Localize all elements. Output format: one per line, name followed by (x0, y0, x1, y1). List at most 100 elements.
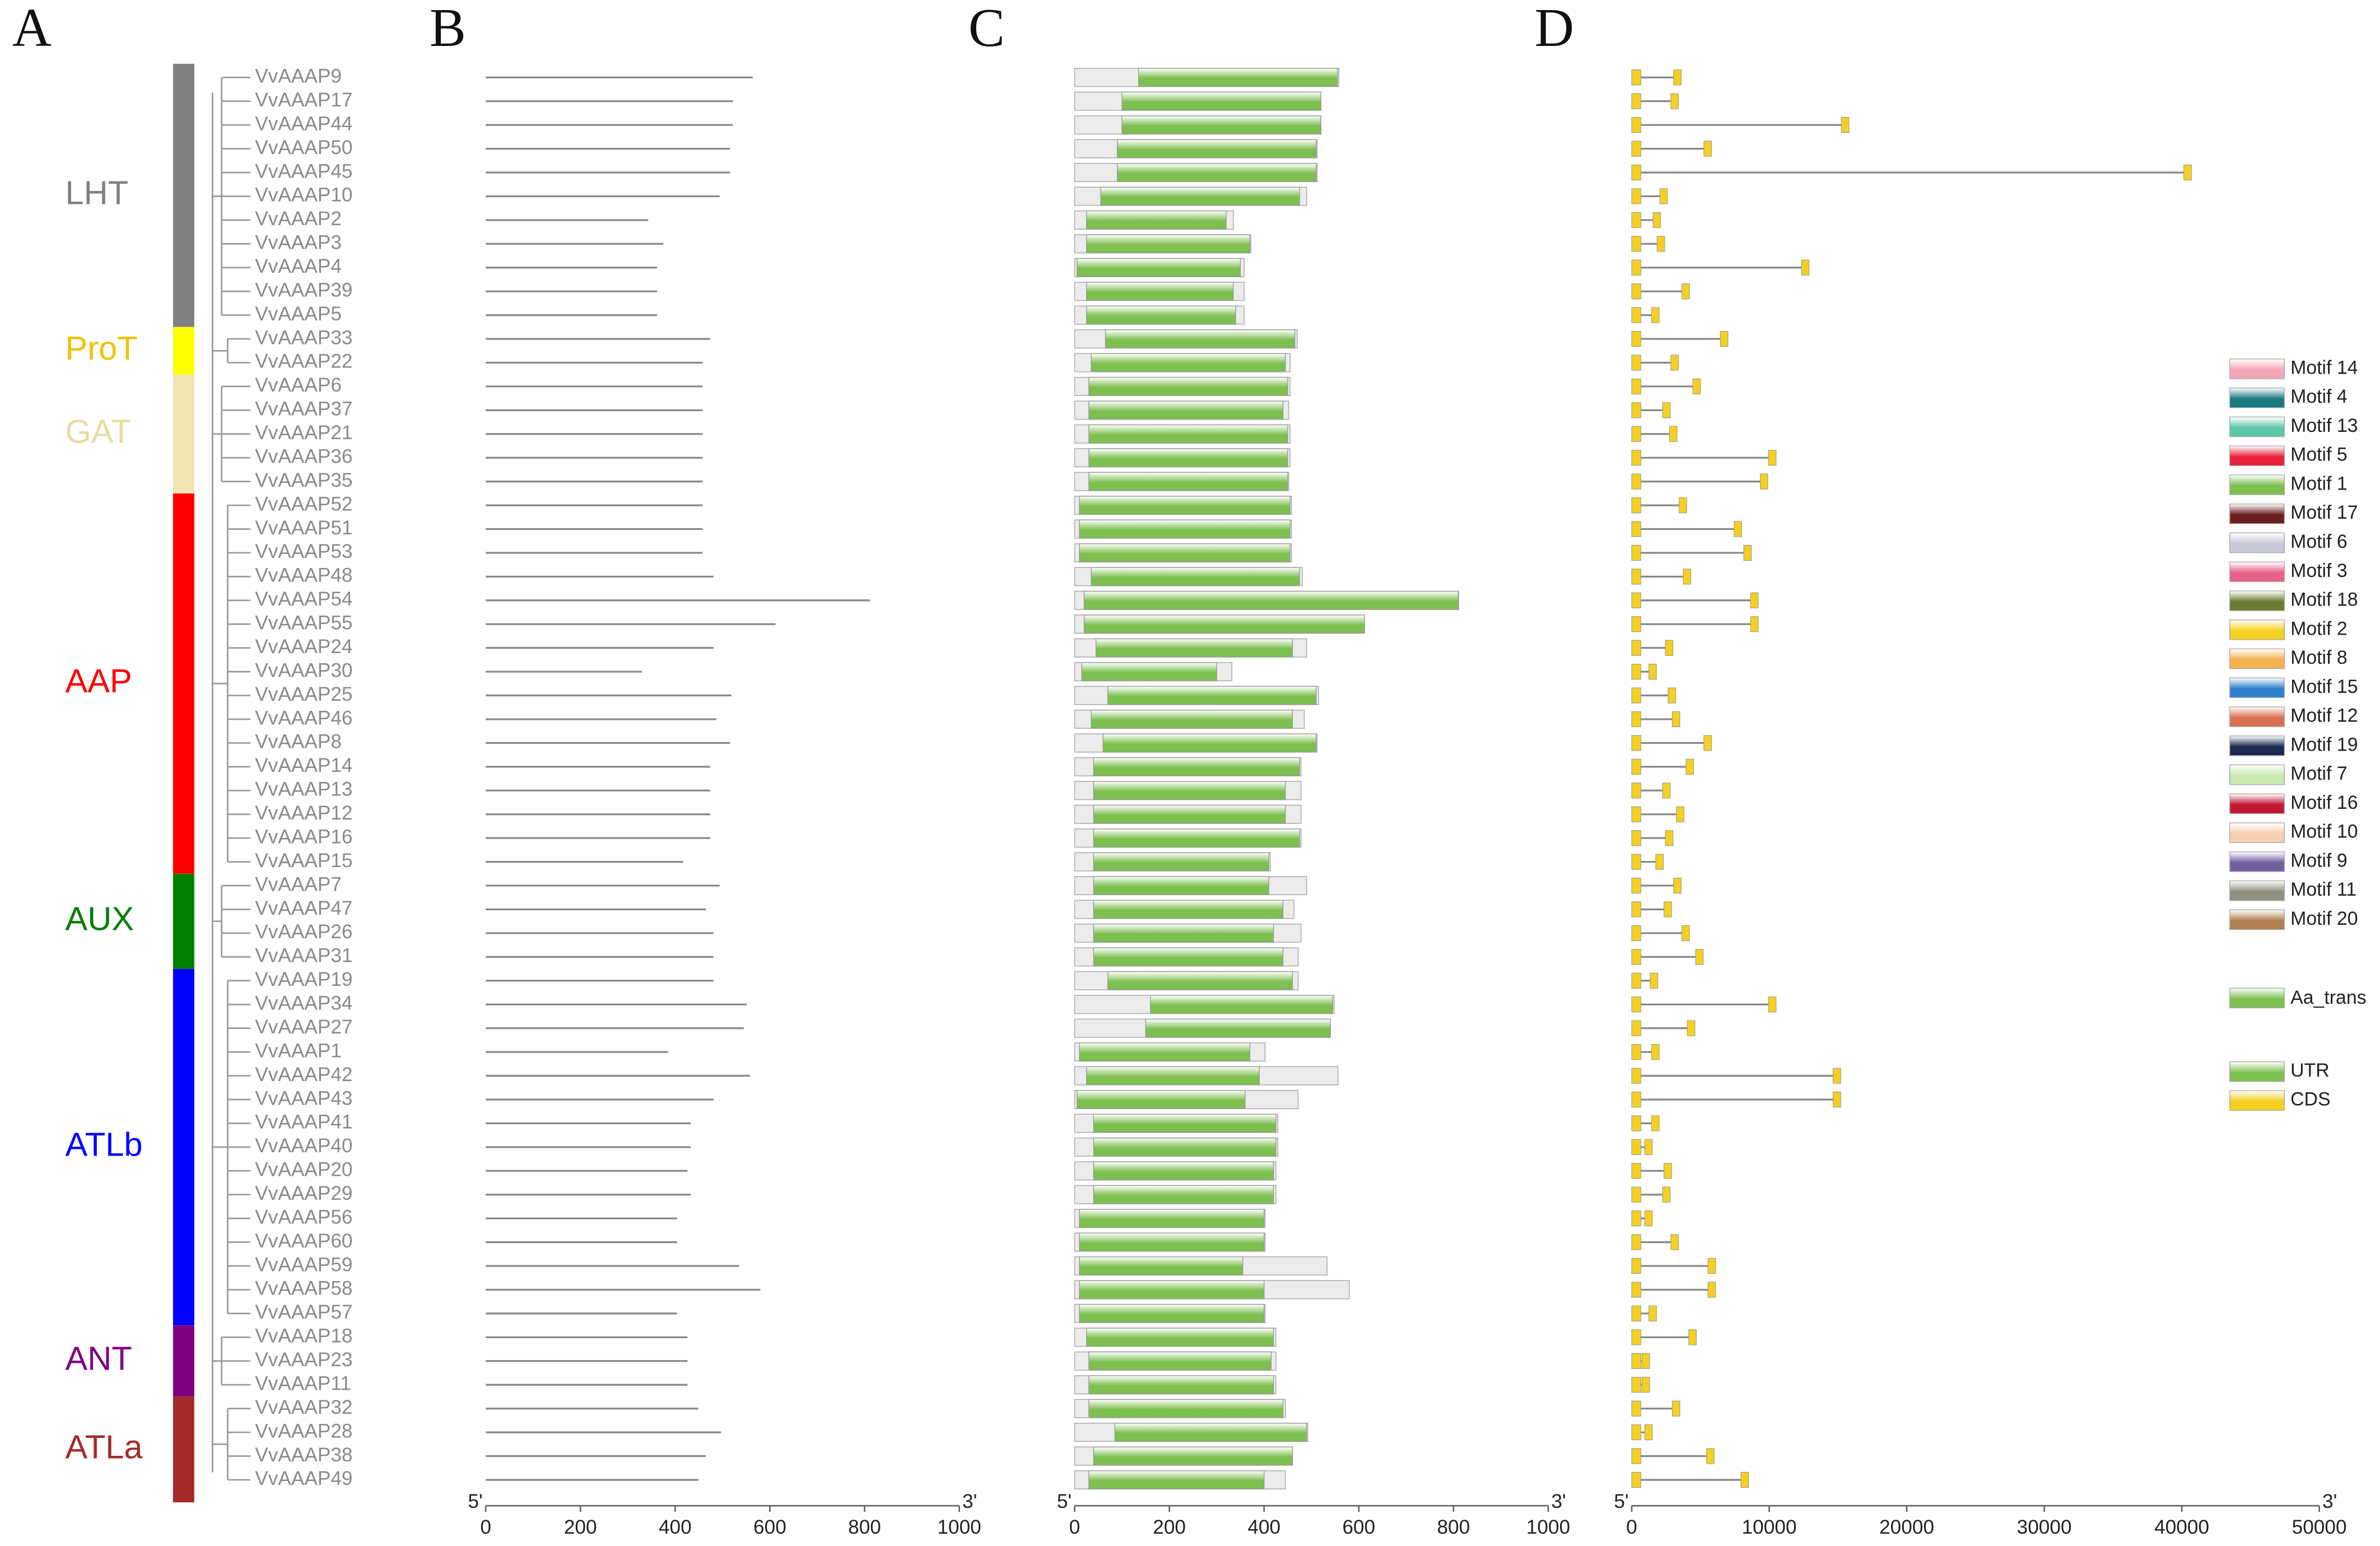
group-bar (173, 968, 194, 1326)
exon (1707, 1282, 1716, 1298)
domain-box (1086, 210, 1227, 230)
exon (1720, 330, 1729, 347)
exon (1734, 521, 1743, 537)
legend-swatch (2229, 358, 2285, 379)
group-bar (173, 873, 194, 969)
x-tick-label: 400 (659, 1516, 692, 1538)
exon (1641, 1377, 1650, 1393)
exon (1703, 735, 1712, 751)
domain-box (1079, 1280, 1265, 1300)
exon (1692, 378, 1701, 394)
exon (1631, 1020, 1641, 1036)
exon (1631, 1258, 1641, 1274)
gene-name: VvAAAP10 (255, 184, 352, 206)
exon (1648, 1305, 1657, 1321)
exon (1631, 1163, 1641, 1179)
exon (1651, 307, 1660, 323)
domain-box (1086, 1328, 1274, 1347)
domain-box (1093, 900, 1284, 919)
domain-box (1121, 91, 1321, 111)
gene-name: VvAAAP22 (255, 351, 352, 372)
exon (1631, 236, 1641, 252)
exon (1662, 1186, 1671, 1203)
group-label: LHT (66, 174, 129, 212)
exon (1631, 450, 1641, 466)
gene-name: VvAAAP42 (255, 1064, 352, 1086)
exon (1631, 972, 1641, 989)
domain-box (1088, 1351, 1272, 1371)
gene-name: VvAAAP46 (255, 707, 352, 729)
group-label: AAP (66, 662, 132, 700)
end-label: 5' (1614, 1491, 1628, 1512)
exon (1644, 1139, 1653, 1155)
legend-label: Motif 14 (2290, 357, 2358, 378)
legend-swatch (2229, 1061, 2285, 1082)
exon (1631, 1068, 1641, 1084)
gene-name: VvAAAP58 (255, 1278, 352, 1300)
exon (1676, 806, 1684, 822)
legend-label: Aa_trans (2290, 987, 2367, 1008)
gene-name: VvAAAP55 (255, 612, 352, 634)
domain-box (1079, 1303, 1265, 1323)
exon (1631, 877, 1641, 894)
x-tick-label: 50000 (2292, 1516, 2347, 1538)
gene-name: VvAAAP31 (255, 945, 352, 967)
exon (1631, 1210, 1641, 1227)
domain-box (1079, 1042, 1251, 1062)
gene-name: VvAAAP20 (255, 1159, 352, 1181)
legend-swatch (2229, 504, 2285, 524)
gene-name: VvAAAP14 (255, 755, 352, 776)
exon (1651, 1044, 1660, 1060)
exon (1631, 69, 1641, 86)
domain-box (1091, 567, 1300, 586)
exon (1743, 544, 1752, 561)
domain-box (1093, 1114, 1277, 1133)
legend-swatch (2229, 880, 2285, 901)
exon (1801, 259, 1810, 276)
legend-swatch (2229, 735, 2285, 756)
domain-box (1121, 115, 1321, 135)
exon (1841, 117, 1850, 133)
x-tick-label: 600 (753, 1516, 786, 1538)
domain-box (1114, 1423, 1307, 1442)
exon (1768, 996, 1777, 1013)
x-tick-label: 1000 (1526, 1516, 1570, 1538)
legend-swatch (2229, 793, 2285, 814)
gene-name: VvAAAP3 (255, 232, 342, 254)
exon (1685, 758, 1694, 775)
gene-name: VvAAAP2 (255, 208, 342, 230)
legend-label: Motif 1 (2290, 473, 2348, 494)
exon (1664, 901, 1672, 918)
legend-label: Motif 7 (2290, 763, 2348, 784)
exon (1631, 854, 1641, 870)
panel-label: A (12, 0, 52, 58)
legend-swatch (2229, 851, 2285, 872)
domain-box (1093, 1161, 1274, 1181)
legend-swatch (2229, 445, 2285, 467)
legend-swatch (2229, 474, 2285, 495)
exon (1641, 1353, 1650, 1369)
exon (1706, 1448, 1715, 1464)
gene-name: VvAAAP35 (255, 469, 352, 491)
exon (1760, 473, 1768, 490)
x-tick-label: 1000 (937, 1516, 981, 1538)
gene-name: VvAAAP39 (255, 279, 352, 301)
exon (1664, 1163, 1672, 1179)
legend-label: CDS (2290, 1089, 2331, 1110)
legend-swatch (2229, 387, 2285, 408)
legend-label: Motif 18 (2290, 589, 2358, 611)
exon (1652, 212, 1661, 228)
exon (1631, 1091, 1641, 1108)
gene-name: VvAAAP9 (255, 66, 342, 87)
gene-name: VvAAAP38 (255, 1444, 352, 1466)
legend-label: Motif 5 (2290, 444, 2348, 465)
gene-name: VvAAAP57 (255, 1301, 352, 1323)
domain-box (1145, 1018, 1331, 1038)
exon (1631, 330, 1641, 347)
domain-box (1088, 448, 1288, 468)
gene-name: VvAAAP29 (255, 1182, 352, 1204)
exon (1673, 69, 1682, 86)
domain-box (1077, 258, 1241, 277)
exon (1631, 1234, 1641, 1250)
domain-box (1093, 947, 1284, 967)
